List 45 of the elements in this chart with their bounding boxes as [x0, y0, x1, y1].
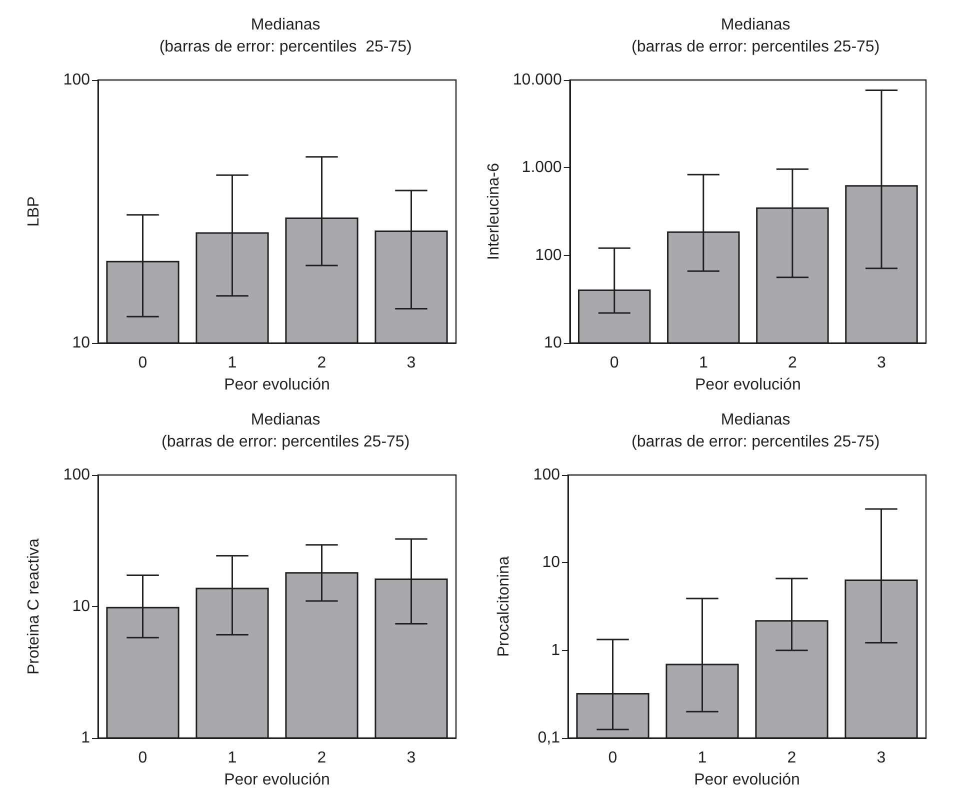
y-axis-title: Interleucina-6	[486, 162, 502, 260]
x-tick-label: 0	[138, 750, 148, 766]
y-tick-label: 10	[72, 334, 90, 352]
x-tick-label: 2	[788, 354, 797, 372]
x-axis-title: Peor evolución	[694, 376, 801, 394]
x-tick-label: 3	[406, 354, 416, 372]
y-axis-title: LBP	[26, 196, 42, 227]
chart-subtitle: (barras de error: percentiles 25-75)	[159, 38, 412, 56]
chart-title: Medianas	[250, 16, 320, 34]
x-tick-label: 3	[876, 750, 886, 766]
x-tick-label: 0	[608, 750, 618, 766]
x-tick-label: 2	[787, 750, 796, 766]
chart-subtitle: (barras de error: percentiles 25-75)	[632, 434, 880, 450]
y-tick-label: 1	[81, 730, 90, 746]
x-tick-label: 1	[228, 354, 237, 372]
y-tick-label: 100	[533, 466, 560, 484]
x-tick-label: 3	[406, 750, 416, 766]
y-tick-label: 100	[63, 72, 90, 88]
y-tick-label: 10	[72, 598, 90, 615]
y-tick-label: 10.000	[512, 72, 562, 88]
x-tick-label: 1	[228, 750, 237, 766]
x-tick-label: 1	[698, 750, 707, 766]
y-tick-label: 0,1	[538, 730, 560, 746]
x-tick-label: 0	[610, 354, 619, 372]
y-tick-label: 1.000	[522, 159, 562, 176]
chart-title: Medianas	[250, 412, 320, 428]
x-axis-title: Peor evolución	[694, 772, 800, 788]
y-tick-label: 100	[63, 466, 90, 484]
x-tick-label: 2	[317, 750, 326, 766]
x-axis-title: Peor evolución	[224, 376, 330, 394]
y-tick-label: 1	[551, 642, 560, 659]
chart-title: Medianas	[720, 412, 790, 428]
y-tick-label: 10	[542, 554, 560, 572]
x-axis-title: Peor evolución	[224, 772, 330, 788]
y-tick-label: 10	[544, 334, 562, 352]
chart-subtitle: (barras de error: percentiles 25-75)	[632, 38, 880, 56]
chart-subtitle: (barras de error: percentiles 25-75)	[162, 434, 410, 450]
y-axis-title: Proteina C reactiva	[26, 538, 42, 675]
x-tick-label: 3	[877, 354, 886, 372]
y-tick-label: 100	[535, 246, 562, 264]
x-tick-label: 1	[698, 354, 708, 372]
y-axis-title: Procalcitonina	[496, 556, 512, 657]
chart-title: Medianas	[720, 16, 790, 34]
x-tick-label: 0	[138, 354, 148, 372]
x-tick-label: 2	[317, 354, 326, 372]
